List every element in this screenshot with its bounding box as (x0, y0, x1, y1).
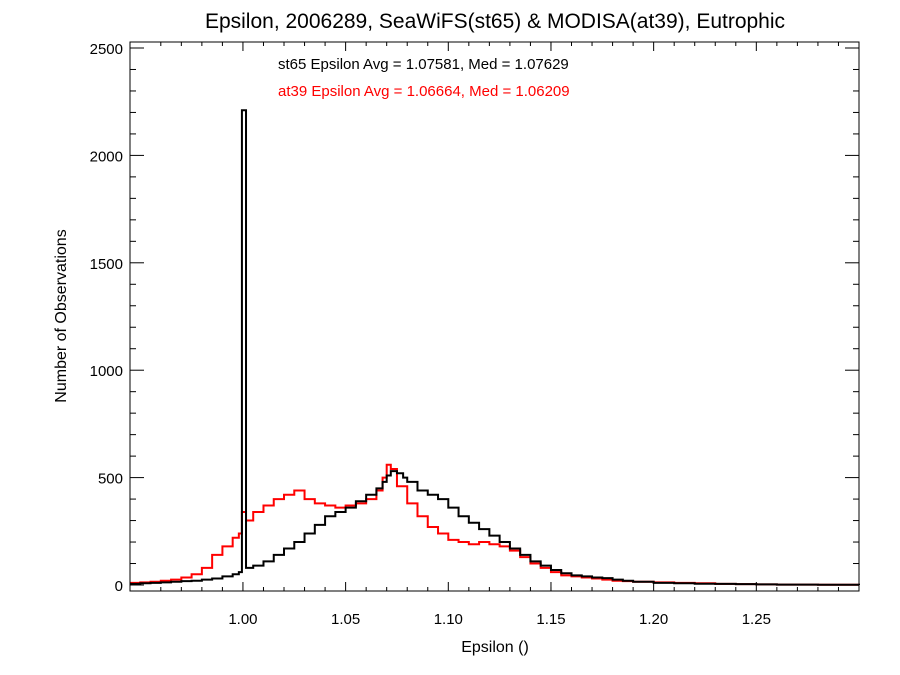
y-axis-label: Number of Observations (53, 229, 70, 402)
y-axis: 0 500 1000 1500 2000 2500 (90, 41, 859, 595)
series-layer (130, 109, 860, 586)
annotation-at39-stats: at39 Epsilon Avg = 1.06664, Med = 1.0620… (278, 83, 570, 100)
x-tick-label: 1.05 (331, 611, 360, 628)
x-tick-label: 1.10 (434, 611, 463, 628)
chart-title: Epsilon, 2006289, SeaWiFS(st65) & MODISA… (205, 10, 785, 33)
x-axis-label: Epsilon () (461, 639, 529, 656)
x-tick-label: 1.25 (742, 611, 771, 628)
series-0-histogram (130, 109, 860, 586)
y-tick-label: 0 (115, 578, 123, 595)
x-tick-label: 1.00 (228, 611, 257, 628)
y-tick-label: 500 (98, 471, 123, 488)
y-tick-label: 1000 (90, 363, 123, 380)
plot-frame (129, 41, 860, 592)
x-tick-label: 1.15 (536, 611, 565, 628)
y-tick-label: 1500 (90, 256, 123, 273)
y-tick-label: 2500 (90, 41, 123, 58)
x-axis: 1.00 1.05 1.10 1.15 1.20 1.25 (160, 42, 839, 628)
annotation-st65-stats: st65 Epsilon Avg = 1.07581, Med = 1.0762… (278, 56, 569, 73)
x-tick-label: 1.20 (639, 611, 668, 628)
y-tick-label: 2000 (90, 148, 123, 165)
